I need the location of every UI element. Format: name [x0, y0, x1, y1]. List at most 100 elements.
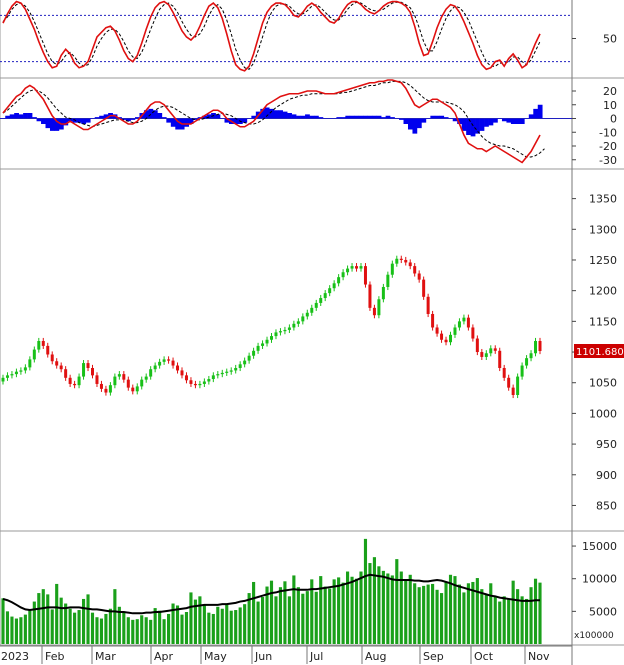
- candle-up: [516, 376, 520, 395]
- candle-up: [341, 272, 345, 278]
- macd-histogram-bar: [412, 118, 418, 134]
- candle-up: [108, 385, 112, 393]
- macd-histogram-bar: [152, 110, 158, 119]
- candle-down: [368, 284, 372, 308]
- candle-down: [171, 360, 175, 366]
- macd-histogram-bar: [466, 118, 471, 135]
- volume-bar: [413, 583, 417, 644]
- macd-histogram-bar: [148, 108, 154, 119]
- volume-bar: [171, 603, 175, 644]
- volume-bar: [287, 596, 291, 644]
- candle-up: [529, 353, 533, 359]
- macd-histogram-bar: [54, 118, 60, 131]
- volume-bar: [363, 538, 368, 644]
- volume-bar: [422, 585, 426, 644]
- candle-up: [149, 369, 153, 377]
- candle-down: [422, 279, 426, 297]
- candle-up: [113, 376, 117, 386]
- axes: 5020100-10-20-30850900950100010501100115…: [0, 33, 617, 664]
- volume-bar: [489, 583, 493, 644]
- candle-up: [1, 377, 5, 382]
- candle-up: [82, 363, 86, 377]
- volume-bar: [301, 593, 305, 644]
- macd-histogram-bar: [224, 118, 230, 123]
- volume-bar: [323, 586, 327, 644]
- macd-histogram-bar: [305, 114, 310, 119]
- volume-bar: [198, 596, 202, 644]
- last-price-tag: 1101.680: [574, 344, 624, 359]
- volume-bar: [32, 601, 36, 644]
- candle-up: [234, 367, 238, 371]
- volume-bar: [520, 596, 524, 644]
- volume-bar: [19, 617, 23, 644]
- candle-up: [225, 371, 229, 373]
- stoch-d-line: [2, 1, 541, 70]
- candle-up: [525, 358, 529, 366]
- candle-up: [265, 339, 269, 344]
- volume-bar: [516, 589, 520, 644]
- macd-histogram-bar: [206, 114, 212, 119]
- macd-histogram-bar: [157, 113, 163, 119]
- macd-histogram-bar: [457, 118, 462, 124]
- candle-down: [511, 387, 515, 395]
- macd-histogram-bar: [184, 118, 190, 127]
- candle-up: [350, 266, 354, 269]
- macd-histogram-bar: [242, 118, 248, 123]
- candle-down: [404, 259, 408, 263]
- macd-histogram-bar: [291, 114, 297, 119]
- macd-histogram-bar: [461, 118, 467, 131]
- y-tick-label: 1350: [589, 193, 617, 206]
- macd-histogram-bar: [403, 118, 409, 124]
- candle-down: [46, 345, 50, 355]
- candle-up: [19, 370, 23, 372]
- candle-down: [408, 262, 412, 267]
- macd-histogram-bar: [273, 110, 279, 119]
- volume-bar: [314, 591, 318, 644]
- macd-histogram-bar: [439, 115, 445, 119]
- candle-down: [426, 296, 430, 314]
- macd-histogram-bar: [130, 118, 136, 120]
- volume-bar: [211, 613, 215, 644]
- volume-bar: [5, 611, 10, 644]
- volume-bar: [144, 617, 148, 644]
- macd-histogram-bar: [421, 118, 427, 123]
- volume-bar: [404, 580, 408, 644]
- candle-up: [386, 274, 390, 287]
- candle-up: [158, 361, 162, 366]
- y-tick-label: 950: [596, 438, 617, 451]
- candle-down: [507, 377, 511, 388]
- y-tick-label: 10000: [582, 573, 617, 586]
- macd-histogram-bar: [188, 118, 194, 124]
- volume-bar: [64, 603, 68, 644]
- volume-bar: [448, 574, 453, 644]
- macd-histogram-bar: [358, 115, 364, 119]
- macd-histogram-bar: [94, 117, 100, 119]
- macd-histogram-bar: [470, 118, 476, 137]
- volume-bar: [238, 607, 242, 644]
- candle-down: [493, 348, 497, 351]
- candle-down: [55, 361, 59, 366]
- y-tick-label: 1200: [589, 285, 617, 298]
- macd-histogram-bar: [45, 118, 51, 129]
- candle-down: [184, 375, 188, 381]
- volume-bar: [328, 588, 332, 644]
- volume-bar: [507, 598, 511, 644]
- candle-up: [337, 277, 341, 284]
- volume-bar: [77, 610, 81, 644]
- month-label: Sep: [423, 650, 444, 663]
- candle-up: [117, 374, 121, 377]
- candle-down: [99, 383, 103, 389]
- volume-bar: [117, 606, 121, 644]
- macd-histogram-bar: [9, 114, 15, 119]
- candle-up: [135, 386, 139, 392]
- macd-histogram-bar: [36, 118, 42, 122]
- volume-bar: [426, 584, 430, 644]
- y-tick-label: 15000: [582, 540, 617, 553]
- candle-up: [292, 323, 296, 328]
- volume-bar: [140, 615, 144, 644]
- macd-histogram-bar: [443, 117, 449, 119]
- candle-up: [274, 332, 278, 337]
- candle-down: [126, 379, 130, 388]
- volume-bar: [493, 596, 497, 644]
